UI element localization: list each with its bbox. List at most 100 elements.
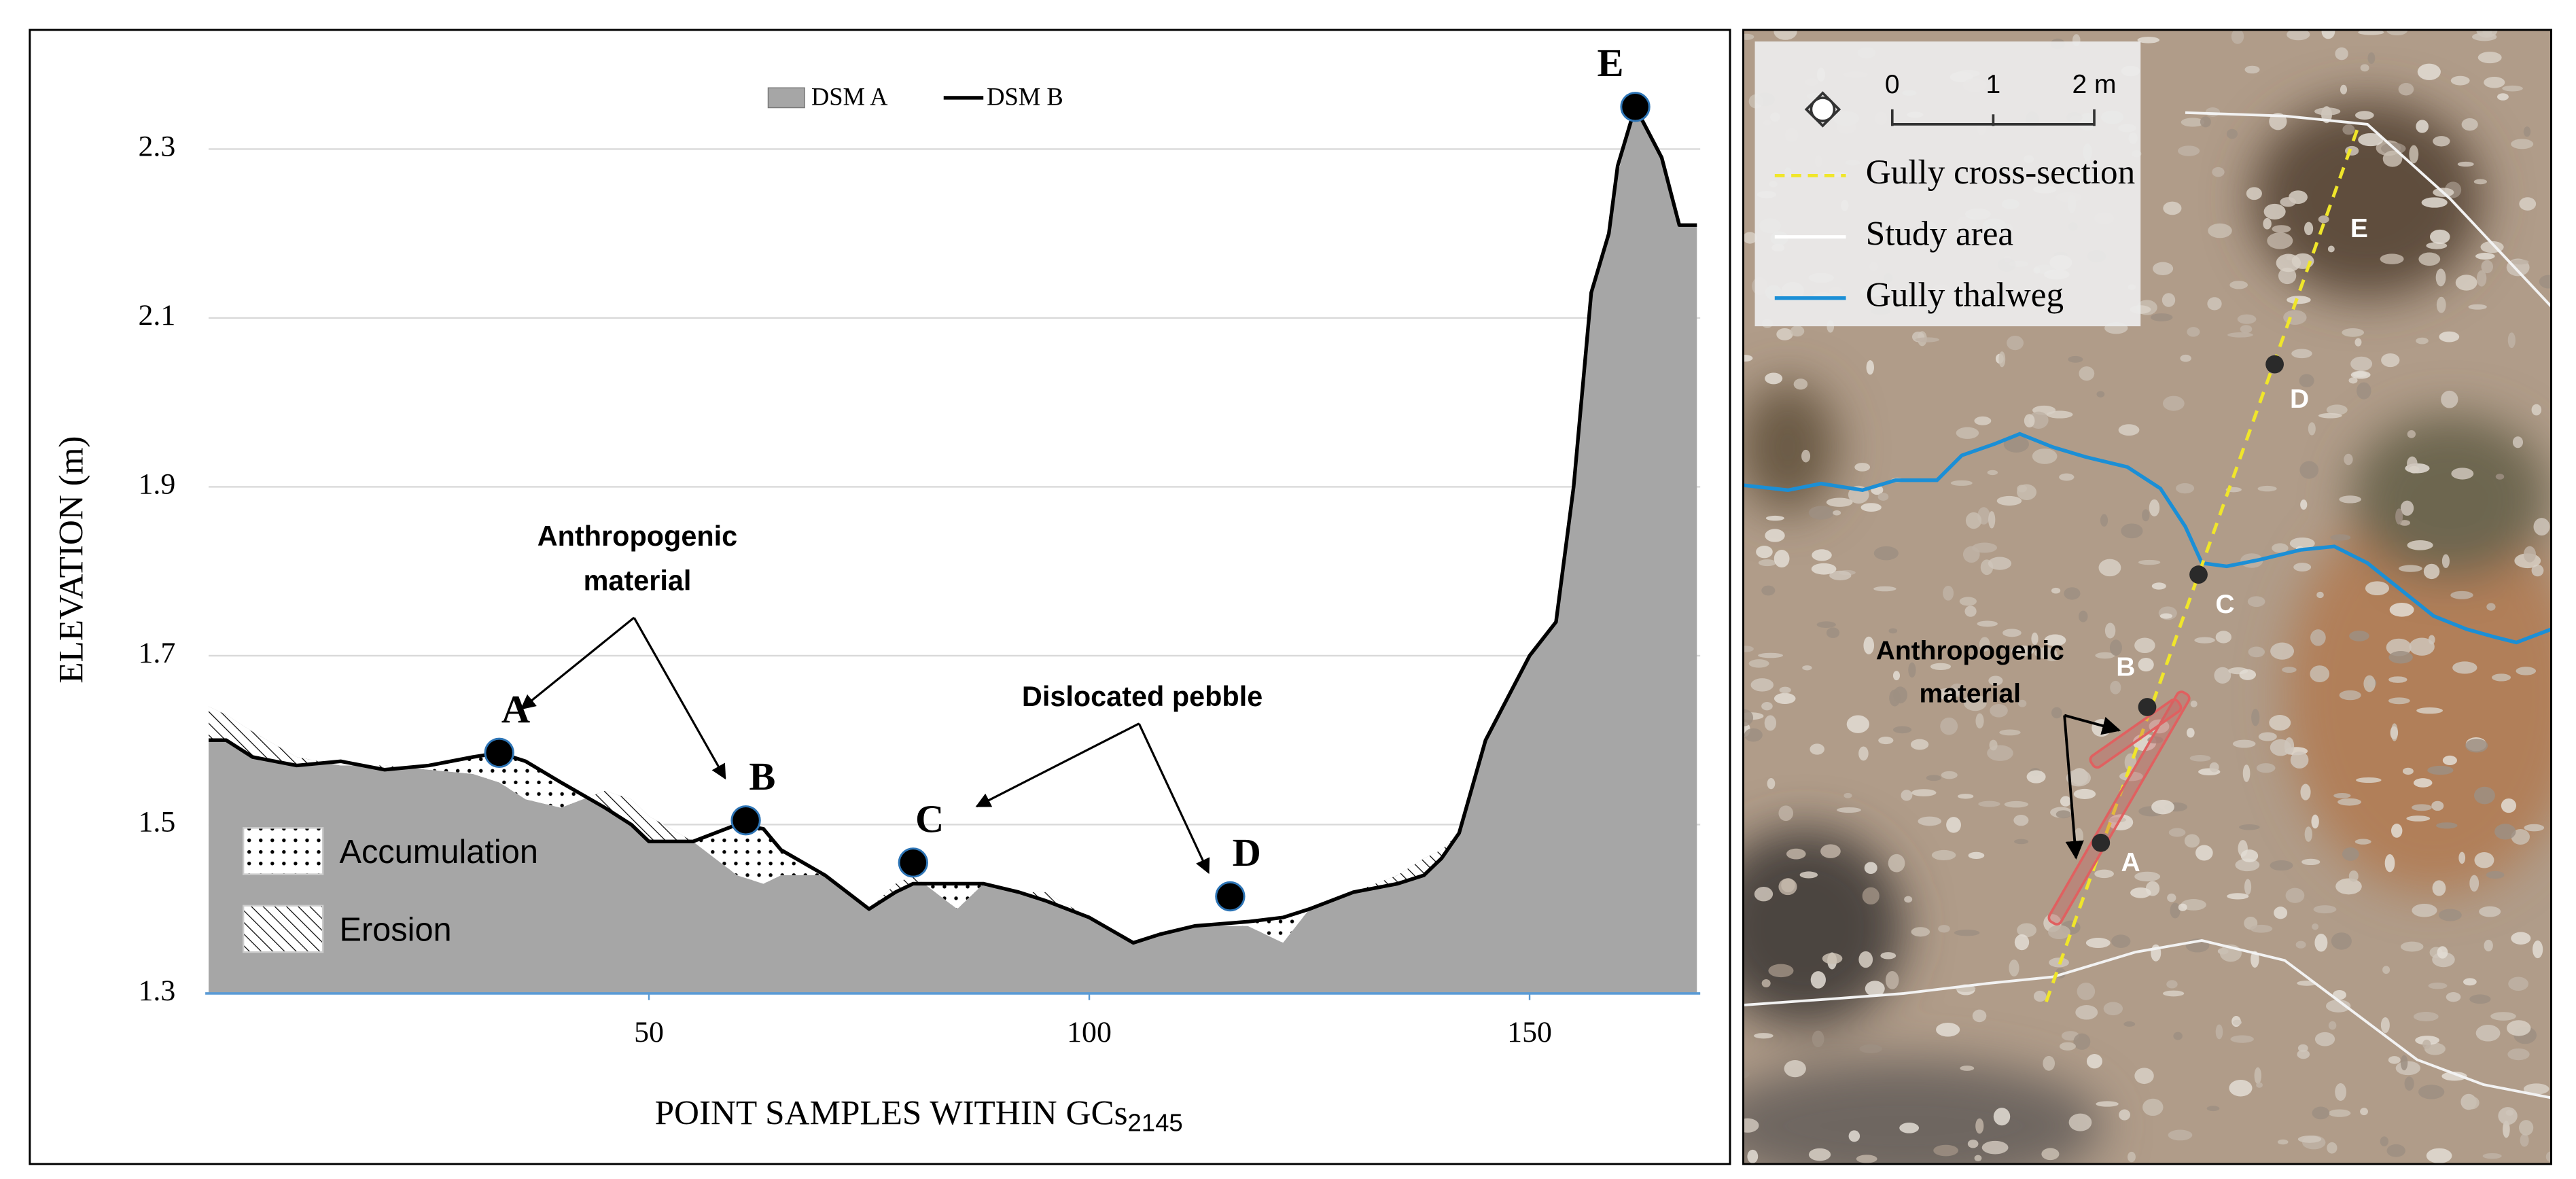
pebble — [2270, 642, 2295, 660]
pebble — [2256, 1082, 2263, 1088]
pebble — [1758, 559, 1776, 567]
pebble — [2181, 118, 2205, 127]
pebble — [2138, 657, 2154, 672]
pebble — [2284, 737, 2295, 755]
pebble — [1959, 597, 1977, 606]
pebble — [2340, 84, 2348, 94]
pebble — [2137, 37, 2160, 43]
pebble — [1933, 1144, 1958, 1157]
pebble — [1926, 775, 1941, 781]
pebble — [2230, 1035, 2254, 1043]
pebble — [2475, 1024, 2501, 1042]
pebble — [2492, 673, 2511, 682]
pebble — [2134, 871, 2161, 882]
pebble — [2479, 906, 2501, 917]
pebble — [2026, 770, 2046, 784]
pebble — [2151, 582, 2166, 590]
pebble — [2151, 799, 2174, 815]
point-marker — [1620, 92, 1651, 122]
pebble — [2168, 1129, 2193, 1141]
pebble — [2159, 613, 2172, 619]
pebble — [2380, 1017, 2390, 1034]
pebble — [2096, 391, 2105, 398]
pebble — [2436, 822, 2458, 829]
pebble — [2121, 523, 2143, 539]
map-point-label: B — [2116, 653, 2135, 682]
pebble — [2251, 709, 2260, 726]
pebble — [2149, 499, 2160, 516]
pebble — [2215, 1024, 2223, 1040]
map-frame — [1742, 29, 2552, 1165]
pebble — [2441, 554, 2450, 568]
pebble — [2318, 412, 2342, 419]
pebble — [2170, 902, 2181, 919]
pebble — [2339, 495, 2361, 504]
pebble — [2398, 83, 2414, 96]
pebble — [2068, 1113, 2092, 1131]
pebble — [2312, 1106, 2330, 1120]
pebble — [2270, 860, 2293, 871]
pebble — [1993, 1108, 2011, 1126]
pebble — [1974, 416, 1992, 425]
pebble — [2232, 739, 2256, 748]
pebble — [2357, 382, 2371, 400]
pebble — [1899, 1123, 1920, 1133]
pebble — [2437, 946, 2448, 959]
pebble — [2194, 637, 2215, 644]
pebble — [2212, 166, 2225, 177]
pebble — [1808, 506, 1834, 520]
pebble — [2474, 851, 2494, 868]
pebble — [2246, 187, 2262, 200]
pebble — [2013, 814, 2029, 826]
pebble — [2365, 581, 2390, 596]
pebble — [2318, 215, 2329, 224]
scale-label: 2 m — [2072, 70, 2117, 99]
scale-label: 1 — [1986, 70, 2001, 99]
pebble — [1793, 379, 1808, 390]
pebble — [2177, 145, 2200, 156]
pebble — [2409, 145, 2419, 164]
pebble — [1999, 729, 2021, 736]
pebble — [1786, 848, 1806, 860]
pebble — [1761, 585, 1776, 596]
pebble — [2153, 262, 2174, 276]
pebble — [2342, 847, 2359, 861]
pebble — [2502, 85, 2523, 92]
pebble — [2248, 646, 2265, 658]
pebble — [2043, 1055, 2055, 1071]
photo-shading — [1743, 99, 2552, 1164]
pebble — [1930, 663, 1952, 670]
map-point — [2265, 355, 2284, 374]
pebble — [2433, 136, 2450, 147]
pebble — [2496, 93, 2509, 101]
pebble — [1964, 605, 1977, 617]
pebble — [1754, 1033, 1774, 1039]
pebble — [2079, 610, 2088, 622]
map-point-label: E — [2350, 214, 2368, 243]
pebble — [2247, 596, 2265, 608]
pebble — [2263, 203, 2286, 219]
pebble — [2250, 924, 2273, 933]
pebble — [2399, 565, 2422, 572]
pebble — [2438, 909, 2462, 921]
anthropogenic-material — [2089, 698, 2183, 769]
y-tick-label: 2.3 — [138, 130, 175, 162]
annotation-arrows — [520, 616, 1210, 875]
pebble — [2404, 1076, 2414, 1091]
pebble — [2533, 940, 2543, 959]
pebble — [2059, 473, 2075, 481]
pebble — [1776, 328, 1793, 340]
pebble — [2127, 1151, 2136, 1163]
legend-label: Erosion — [339, 912, 451, 949]
pebble — [1843, 792, 1852, 798]
pebble — [2486, 603, 2496, 611]
pebble — [2507, 332, 2516, 349]
shadow — [2251, 99, 2484, 298]
north-arrow — [1804, 91, 1841, 128]
pebble — [2435, 268, 2446, 287]
pebble — [2439, 331, 2460, 342]
pebble — [2511, 829, 2530, 845]
pebble — [2446, 992, 2461, 1002]
annotation: Dislocated pebble — [1022, 681, 1263, 712]
pebble — [1941, 771, 1958, 779]
